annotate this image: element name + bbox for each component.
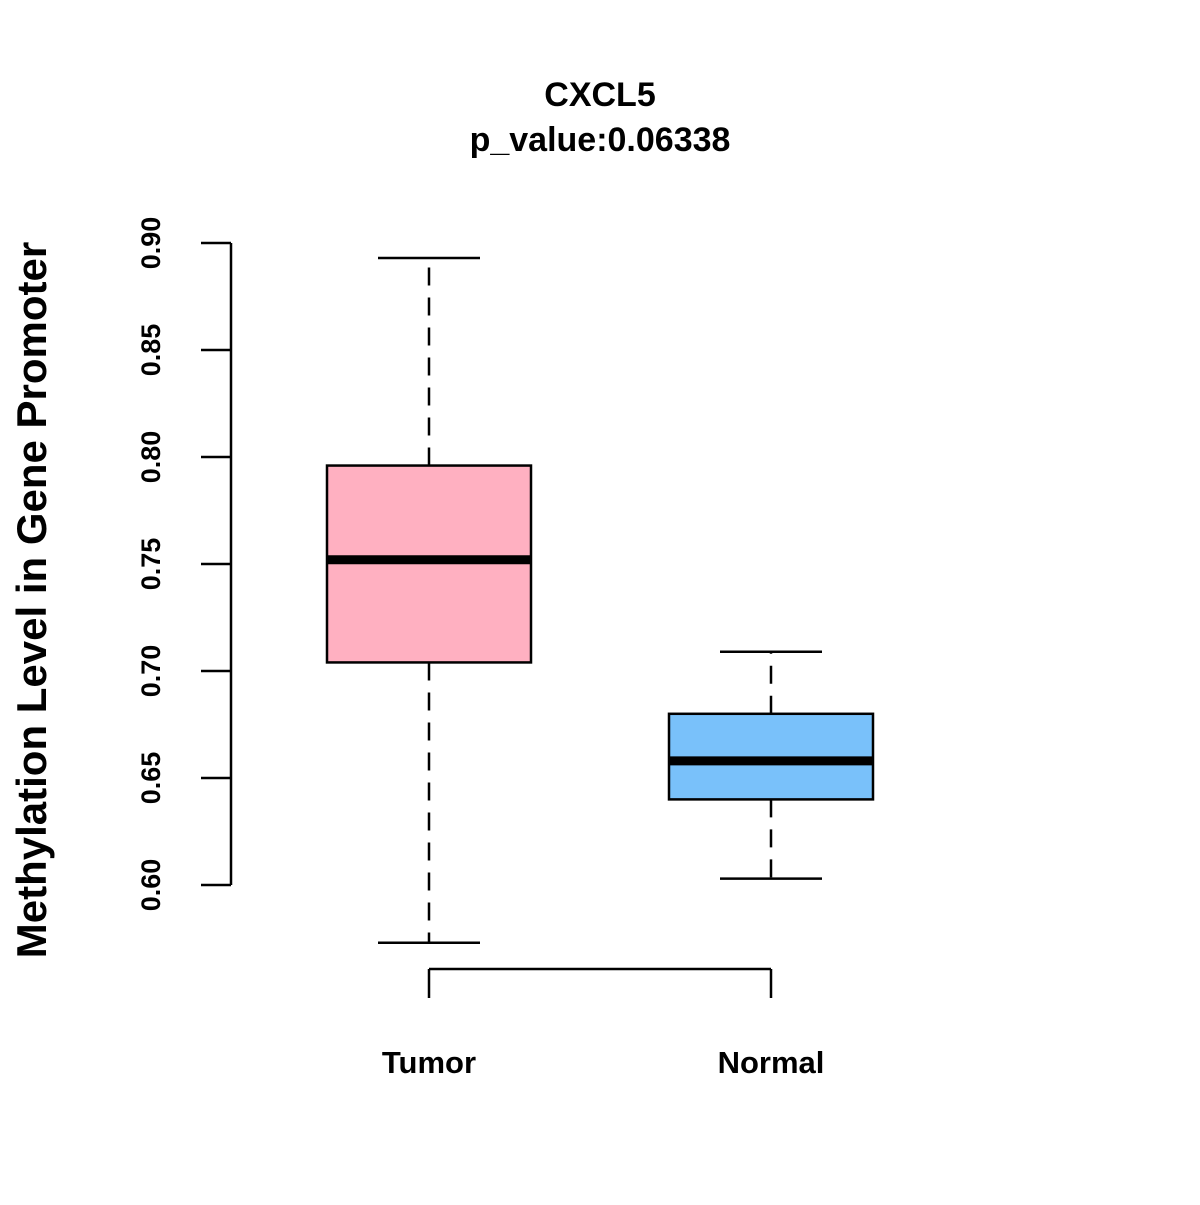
y-axis-label: Methylation Level in Gene Promoter (8, 242, 55, 958)
y-axis: 0.60 0.65 0.70 0.75 0.80 0.85 0.90 (136, 217, 233, 912)
y-tick-label: 0.70 (136, 645, 166, 698)
y-tick-label: 0.60 (136, 859, 166, 912)
box-group-tumor (325, 256, 533, 945)
box-group-normal (667, 650, 875, 880)
x-axis: Tumor Normal (382, 967, 825, 1080)
y-tick-label: 0.65 (136, 752, 166, 805)
y-tick-label: 0.90 (136, 217, 166, 270)
x-tick-label: Normal (718, 1045, 825, 1080)
y-tick-label: 0.75 (136, 538, 166, 591)
y-tick-label: 0.85 (136, 324, 166, 377)
y-tick-label: 0.80 (136, 431, 166, 484)
chart-title: CXCL5 (544, 76, 655, 114)
boxes-layer (325, 256, 875, 945)
chart-subtitle: p_value:0.06338 (470, 121, 731, 159)
x-tick-label: Tumor (382, 1045, 476, 1080)
